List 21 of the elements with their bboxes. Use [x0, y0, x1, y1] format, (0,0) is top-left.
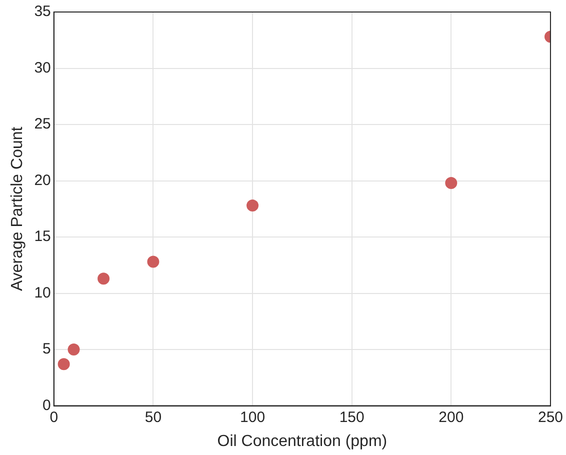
x-tick-label: 50	[144, 408, 162, 426]
point	[147, 256, 160, 268]
y-tick-label: 35	[34, 3, 51, 20]
x-tick-label: 150	[339, 408, 364, 426]
y-tick-label: 5	[42, 340, 51, 358]
y-tick-label: 25	[34, 116, 51, 133]
x-tick-label: 250	[538, 408, 563, 426]
y-tick-label: 0	[42, 396, 51, 414]
x-axis-title: Oil Concentration (ppm)	[217, 432, 388, 450]
point	[68, 344, 80, 356]
point	[445, 177, 458, 190]
y-tick-label: 30	[34, 59, 51, 76]
x-tick-label: 100	[240, 408, 266, 426]
y-axis-title: Average Particle Count	[9, 126, 26, 292]
y-tick-label: 20	[34, 172, 51, 189]
y-tick-label: 10	[34, 284, 51, 302]
point	[58, 358, 70, 370]
x-tick-label: 200	[438, 408, 464, 426]
y-tick-label: 15	[34, 228, 51, 246]
point	[98, 272, 110, 285]
point	[246, 200, 259, 212]
